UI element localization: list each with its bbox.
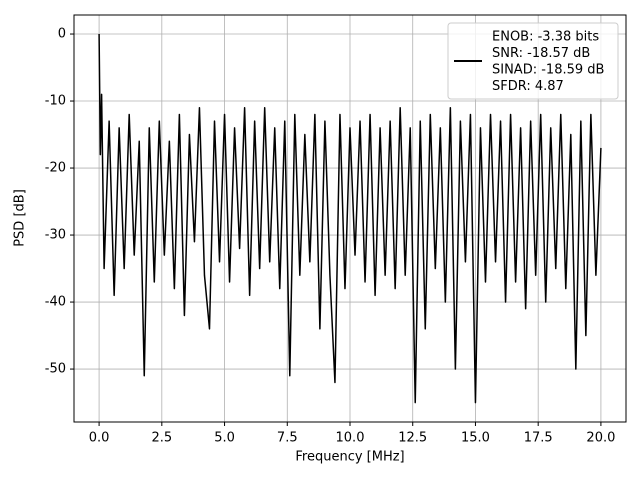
x-tick-label: 0.0 xyxy=(89,431,110,446)
x-tick-label: 5.0 xyxy=(214,431,235,446)
legend: ENOB: -3.38 bits SNR: -18.57 dB SINAD: -18… xyxy=(447,22,619,100)
y-tick-label: 0 xyxy=(58,27,66,42)
x-axis-label: Frequency [MHz] xyxy=(295,450,404,465)
legend-label: ENOB: -3.38 bits SNR: -18.57 dB SINAD: -18… xyxy=(492,29,604,94)
x-tick-label: 7.5 xyxy=(277,431,298,446)
x-tick-label: 15.0 xyxy=(461,431,490,446)
data-line xyxy=(98,34,602,404)
y-tick-label: -30 xyxy=(45,228,66,243)
legend-box xyxy=(447,22,619,100)
x-tick-label: 20.0 xyxy=(586,431,615,446)
x-tick-label: 12.5 xyxy=(398,431,427,446)
y-tick-label: -10 xyxy=(45,94,66,109)
plot-frame xyxy=(73,14,627,423)
x-tick-label: 10.0 xyxy=(336,431,365,446)
y-tick-label: -20 xyxy=(45,161,66,176)
x-tick-label: 17.5 xyxy=(524,431,553,446)
y-tick-label: -40 xyxy=(45,295,66,310)
x-tick-label: 2.5 xyxy=(151,431,172,446)
y-tick-label: -50 xyxy=(45,362,66,377)
y-axis-label: PSD [dB] xyxy=(13,189,28,247)
